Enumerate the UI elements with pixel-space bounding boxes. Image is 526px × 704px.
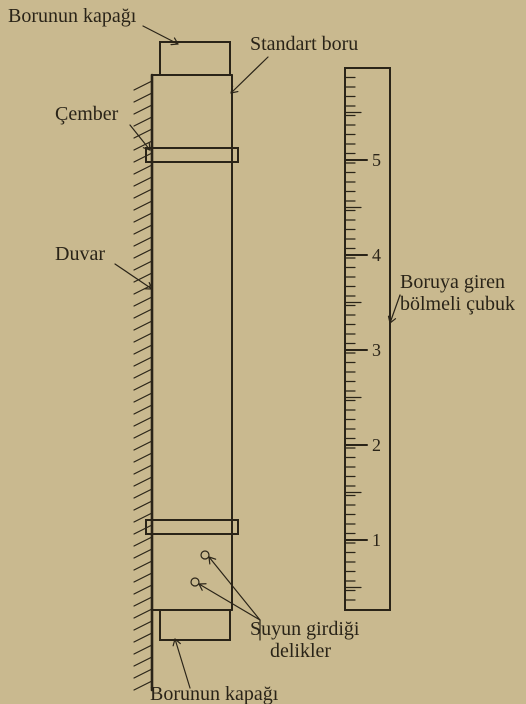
label-holes: Suyun girdiği	[250, 618, 360, 640]
ruler-number: 4	[372, 245, 381, 265]
label-wall: Duvar	[55, 243, 105, 265]
label-ring: Çember	[55, 103, 119, 125]
ruler-number: 5	[372, 150, 381, 170]
label-pipe: Standart boru	[250, 33, 358, 55]
label-ruler: Boruya giren	[400, 271, 505, 293]
label-top-cap: Borunun kapağı	[8, 5, 137, 27]
ruler-number: 2	[372, 435, 381, 455]
ruler-number: 3	[372, 340, 381, 360]
label-holes: delikler	[270, 640, 331, 662]
label-ruler: bölmeli çubuk	[400, 293, 515, 315]
label-bottom-cap: Borunun kapağı	[150, 683, 279, 704]
ruler-number: 1	[372, 530, 381, 550]
